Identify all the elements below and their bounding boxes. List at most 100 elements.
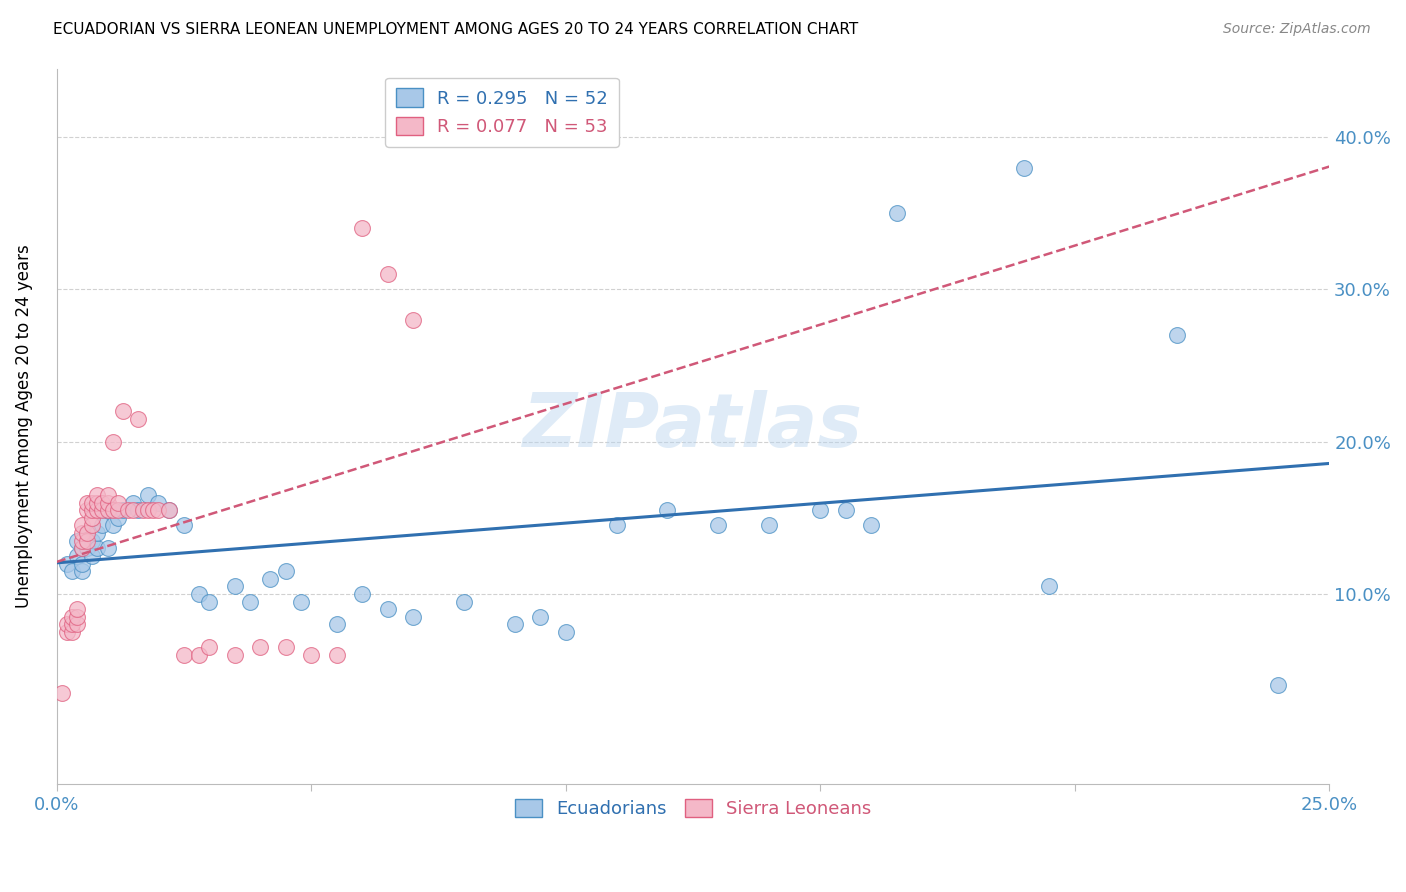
Point bbox=[657, 503, 679, 517]
Point bbox=[60, 610, 83, 624]
Point bbox=[60, 617, 83, 632]
Point bbox=[86, 503, 108, 517]
Point bbox=[148, 495, 170, 509]
Point bbox=[127, 503, 149, 517]
Point bbox=[136, 488, 159, 502]
Point bbox=[249, 640, 271, 655]
Point bbox=[606, 518, 628, 533]
Point bbox=[707, 518, 730, 533]
Point bbox=[834, 503, 856, 517]
Point bbox=[352, 221, 374, 235]
Point bbox=[101, 434, 124, 449]
Point bbox=[70, 541, 93, 556]
Point bbox=[66, 549, 89, 563]
Text: ZIPatlas: ZIPatlas bbox=[523, 390, 863, 463]
Point bbox=[66, 610, 89, 624]
Point bbox=[377, 267, 399, 281]
Point bbox=[157, 503, 180, 517]
Point bbox=[1166, 328, 1188, 343]
Point bbox=[1012, 161, 1035, 175]
Point bbox=[107, 511, 129, 525]
Point bbox=[299, 648, 322, 662]
Point bbox=[70, 526, 93, 541]
Point bbox=[82, 511, 104, 525]
Point bbox=[60, 564, 83, 578]
Point bbox=[173, 518, 195, 533]
Point bbox=[96, 503, 118, 517]
Text: Source: ZipAtlas.com: Source: ZipAtlas.com bbox=[1223, 22, 1371, 37]
Point bbox=[76, 526, 98, 541]
Point bbox=[86, 488, 108, 502]
Point bbox=[76, 526, 98, 541]
Point bbox=[142, 503, 165, 517]
Point bbox=[70, 533, 93, 548]
Point bbox=[352, 587, 374, 601]
Text: ECUADORIAN VS SIERRA LEONEAN UNEMPLOYMENT AMONG AGES 20 TO 24 YEARS CORRELATION : ECUADORIAN VS SIERRA LEONEAN UNEMPLOYMEN… bbox=[53, 22, 859, 37]
Point bbox=[70, 557, 93, 571]
Point bbox=[82, 518, 104, 533]
Point bbox=[82, 549, 104, 563]
Point bbox=[198, 594, 221, 608]
Point bbox=[127, 412, 149, 426]
Point bbox=[886, 206, 908, 220]
Point bbox=[122, 503, 145, 517]
Point bbox=[157, 503, 180, 517]
Point bbox=[402, 313, 425, 327]
Point bbox=[808, 503, 831, 517]
Point bbox=[377, 602, 399, 616]
Point bbox=[758, 518, 780, 533]
Point bbox=[274, 640, 297, 655]
Point bbox=[503, 617, 526, 632]
Point bbox=[173, 648, 195, 662]
Point bbox=[224, 579, 246, 593]
Point bbox=[274, 564, 297, 578]
Point bbox=[325, 648, 347, 662]
Point bbox=[554, 625, 576, 640]
Y-axis label: Unemployment Among Ages 20 to 24 years: Unemployment Among Ages 20 to 24 years bbox=[15, 244, 32, 608]
Point bbox=[101, 503, 124, 517]
Point bbox=[402, 610, 425, 624]
Point bbox=[76, 533, 98, 548]
Point bbox=[56, 625, 79, 640]
Point bbox=[51, 686, 73, 700]
Point bbox=[91, 503, 114, 517]
Point bbox=[136, 503, 159, 517]
Point bbox=[70, 564, 93, 578]
Point bbox=[70, 518, 93, 533]
Point bbox=[86, 541, 108, 556]
Point bbox=[111, 404, 134, 418]
Point bbox=[107, 503, 129, 517]
Point bbox=[66, 602, 89, 616]
Point bbox=[188, 648, 211, 662]
Point bbox=[70, 541, 93, 556]
Point bbox=[111, 503, 134, 517]
Point bbox=[122, 495, 145, 509]
Point bbox=[56, 557, 79, 571]
Point bbox=[148, 503, 170, 517]
Point bbox=[325, 617, 347, 632]
Point bbox=[529, 610, 551, 624]
Point bbox=[132, 503, 155, 517]
Point bbox=[101, 518, 124, 533]
Point bbox=[96, 488, 118, 502]
Point bbox=[66, 533, 89, 548]
Point bbox=[290, 594, 312, 608]
Point bbox=[91, 518, 114, 533]
Point bbox=[259, 572, 281, 586]
Point bbox=[91, 495, 114, 509]
Point bbox=[82, 495, 104, 509]
Point bbox=[76, 495, 98, 509]
Point bbox=[188, 587, 211, 601]
Point bbox=[198, 640, 221, 655]
Point bbox=[1038, 579, 1060, 593]
Point bbox=[96, 495, 118, 509]
Point bbox=[860, 518, 883, 533]
Point bbox=[117, 503, 139, 517]
Point bbox=[96, 503, 118, 517]
Point bbox=[56, 617, 79, 632]
Point bbox=[86, 495, 108, 509]
Point bbox=[96, 541, 118, 556]
Point bbox=[76, 503, 98, 517]
Point bbox=[86, 526, 108, 541]
Point bbox=[82, 533, 104, 548]
